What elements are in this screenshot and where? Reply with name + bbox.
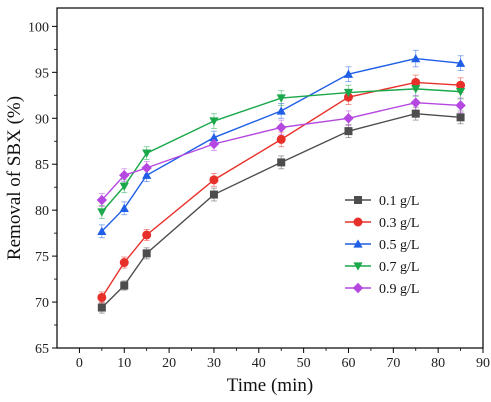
x-tick-label: 30 (207, 356, 221, 371)
y-tick-label: 95 (35, 66, 49, 81)
x-tick-label: 70 (386, 356, 400, 371)
data-point (411, 53, 421, 63)
data-point (97, 292, 107, 302)
data-point (456, 80, 466, 90)
data-point (97, 226, 107, 235)
data-point (455, 100, 466, 111)
x-tick-label: 50 (297, 356, 311, 371)
data-point (277, 158, 286, 167)
y-tick-label: 100 (28, 20, 49, 35)
legend-label: 0.9 g/L (379, 282, 419, 297)
legend-marker (352, 282, 364, 294)
data-point (119, 182, 129, 191)
data-point (343, 88, 354, 98)
data-point (142, 230, 152, 240)
data-point (276, 106, 286, 115)
data-point (276, 134, 286, 144)
series-line-0 (101, 112, 461, 309)
data-point (208, 138, 220, 150)
y-tick-label: 75 (35, 250, 49, 265)
data-point (209, 132, 219, 142)
y-tick-label: 80 (35, 204, 49, 219)
y-tick-label: 70 (35, 296, 49, 311)
data-point (209, 190, 218, 199)
data-point (119, 170, 130, 181)
data-point (343, 69, 354, 78)
x-tick-label: 60 (341, 356, 355, 371)
y-tick-label: 65 (35, 342, 49, 357)
legend-marker (353, 217, 363, 227)
series-line-1 (101, 81, 461, 298)
data-point (344, 127, 353, 136)
data-point (411, 109, 420, 118)
legend-label: 0.5 g/L (379, 238, 419, 253)
data-point (411, 77, 421, 87)
data-point (455, 58, 466, 67)
data-point (119, 203, 129, 213)
y-tick-label: 90 (35, 112, 49, 127)
data-point (456, 113, 465, 122)
legend-label: 0.3 g/L (379, 216, 419, 231)
x-tick-label: 40 (252, 356, 266, 371)
data-point (97, 303, 106, 312)
plot-axes: 0 10 20 30 40 50 60 70 80 90 65 70 75 80 85 90 95 100 (28, 7, 490, 371)
data-point (276, 122, 287, 133)
data-point (209, 175, 219, 185)
x-tick-label: 90 (476, 356, 490, 371)
series-markers (96, 53, 466, 312)
data-point (142, 170, 152, 179)
data-point (343, 113, 354, 124)
x-tick-label: 20 (162, 356, 176, 371)
series-line-2 (101, 57, 461, 232)
data-point (97, 208, 107, 217)
data-point (120, 281, 129, 290)
data-point (455, 87, 466, 97)
series-lines (101, 57, 461, 309)
legend-marker (354, 196, 362, 204)
legend-label: 0.1 g/L (379, 194, 419, 209)
data-point (142, 249, 151, 258)
data-point (410, 97, 421, 108)
x-tick-label: 0 (76, 356, 83, 371)
x-tick-label: 10 (117, 356, 131, 371)
y-axis-title: Removal of SBX (%) (4, 96, 25, 260)
legend-marker (353, 239, 363, 248)
data-point (276, 94, 286, 103)
legend-label: 0.7 g/L (379, 260, 419, 275)
legend-marker (353, 262, 363, 271)
data-point (119, 258, 129, 268)
plot-frame (56, 7, 484, 349)
x-axis-title: Time (min) (227, 375, 313, 396)
legend: 0.1 g/L 0.3 g/L 0.5 g/L 0.7 g/L 0.9 g/L (345, 194, 419, 297)
y-tick-label: 85 (35, 158, 49, 173)
series-line-3 (101, 88, 461, 213)
data-point (411, 85, 421, 94)
x-tick-label: 80 (431, 356, 445, 371)
data-point (142, 149, 152, 158)
data-point (96, 194, 108, 206)
data-point (209, 117, 219, 126)
data-point (141, 162, 152, 174)
